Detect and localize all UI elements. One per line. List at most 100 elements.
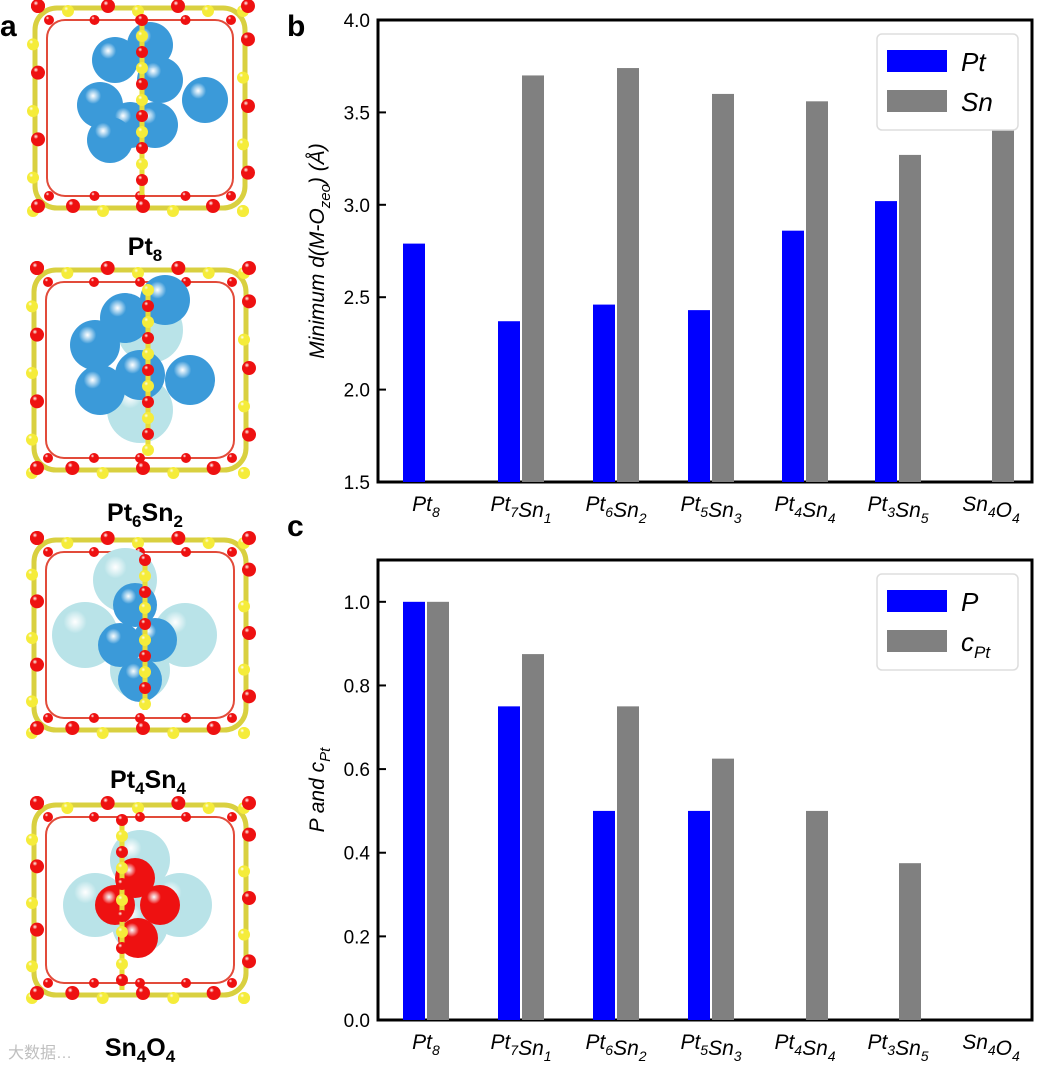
silicon-atom (238, 400, 250, 413)
cage-atom (142, 396, 154, 408)
oxygen-atom (31, 65, 45, 80)
oxygen-atom (226, 15, 236, 25)
oxygen-atom (30, 327, 44, 342)
cage-atom (139, 698, 151, 710)
cage-atom (136, 62, 148, 74)
cage-atom (139, 570, 151, 582)
silicon-atom (26, 960, 38, 973)
cage-atom (142, 444, 154, 456)
y-tick-label: 3.0 (344, 196, 370, 217)
silicon-atom (61, 802, 74, 814)
oxygen-atom (227, 277, 237, 287)
oxygen-atom (89, 547, 99, 557)
x-tick-label: Pt5Sn3 (680, 1031, 741, 1064)
oxygen-atom (89, 812, 99, 822)
silicon-atom (96, 727, 109, 739)
silicon-atom (167, 727, 180, 739)
cage-atom (116, 926, 128, 938)
silicon-atom (26, 833, 38, 846)
silicon-atom (132, 5, 144, 17)
oxygen-atom (171, 261, 186, 275)
oxygen-atom (227, 713, 237, 723)
bar-pt-pt8 (403, 243, 425, 482)
silicon-atom (238, 333, 250, 346)
oxygen-atom (65, 986, 80, 1000)
oxygen-atom (44, 191, 54, 201)
x-tick-label: Pt7Sn1 (490, 493, 551, 526)
oxygen-atom (66, 199, 80, 213)
pt-atom (87, 117, 133, 163)
panel-label-c: c (287, 510, 304, 543)
oxygen-atom (100, 796, 115, 810)
chart-b: 1.5 2.0 2.5 3.0 3.5 4.0 Pt8 Pt7Sn1 Pt6Sn2 Pt5Sn3 P… (306, 11, 1034, 526)
oxygen-atom (181, 978, 191, 988)
bar-p-pt8 (403, 601, 425, 1020)
y-tick-label: 0.8 (344, 676, 370, 697)
structure-pt6sn2 (26, 261, 256, 479)
oxygen-atom (242, 796, 256, 810)
bar-sn-pt4sn4 (806, 101, 828, 482)
oxygen-atom (135, 277, 145, 287)
y-tick-label: 2.5 (344, 288, 370, 309)
cage-atom (142, 412, 154, 424)
structure-pt8 (27, 0, 255, 217)
oxygen-atom (43, 277, 53, 287)
legend-box-b (876, 33, 1019, 131)
silicon-atom (132, 537, 144, 549)
silicon-atom (97, 205, 109, 217)
bar-c-pt-pt8 (427, 601, 449, 1020)
legend-swatch (887, 630, 947, 652)
oxygen-atom (226, 191, 236, 201)
cage-atom (136, 126, 148, 138)
y-tick-label: 0.6 (344, 760, 370, 781)
oxygen-atom (43, 978, 53, 988)
oxygen-atom (242, 891, 256, 905)
structure-images (26, 0, 256, 1004)
oxygen-atom (227, 978, 237, 988)
x-tick-label: Pt7Sn1 (490, 1031, 551, 1064)
cage-atom (116, 910, 128, 922)
oxygen-atom (30, 721, 44, 735)
oxygen-atom (242, 261, 256, 275)
structure-label-pt8: Pt8 (128, 233, 162, 265)
cage-atom (136, 78, 148, 90)
silicon-atom (26, 367, 38, 379)
bar-sn-pt3sn5 (899, 154, 921, 483)
cage-atom (136, 142, 148, 154)
silicon-atom (61, 267, 74, 279)
cage-atom (142, 380, 154, 392)
silicon-atom (26, 568, 38, 581)
oxygen-atom (89, 978, 99, 988)
bar-pt-pt5sn3 (688, 310, 710, 482)
oxygen-atom (136, 721, 150, 735)
oxygen-atom (30, 531, 44, 545)
bar-c-pt-pt6sn2 (617, 706, 639, 1020)
oxygen-atom (171, 796, 186, 810)
oxygen-atom (242, 361, 256, 375)
oxygen-atom (43, 453, 53, 463)
cage-atom (116, 894, 128, 906)
pt-atom (132, 102, 178, 148)
x-tick-label: Pt6Sn2 (585, 1031, 646, 1064)
oxygen-atom (136, 199, 150, 213)
oxygen-atom (30, 594, 44, 609)
silicon-atom (238, 467, 250, 479)
panel-label-a: a (0, 10, 17, 43)
oxygen-atom (206, 461, 221, 475)
y-tick-label: 1.0 (344, 593, 370, 614)
oxygen-atom (100, 531, 115, 545)
silicon-atom (238, 928, 250, 941)
silicon-atom (237, 71, 249, 84)
silicon-atom (96, 467, 109, 479)
oxygen-atom (135, 978, 145, 988)
legend-swatch (887, 50, 947, 72)
oxygen-atom (89, 713, 99, 723)
oxygen-atom (181, 453, 191, 463)
silicon-atom (132, 802, 144, 814)
cage-atom (116, 942, 128, 954)
oxygen-atom (242, 562, 256, 577)
x-tick-label: Pt8 (412, 493, 440, 520)
silicon-atom (61, 537, 74, 549)
oxygen-atom (227, 812, 237, 822)
